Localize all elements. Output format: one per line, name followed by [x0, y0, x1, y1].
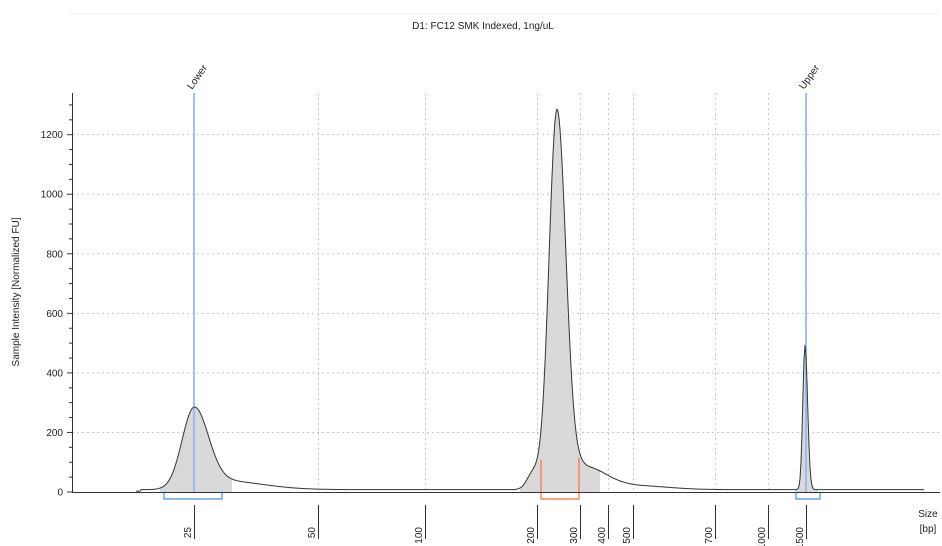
y-tick-label: 1000: [41, 190, 64, 201]
marker-layer: Lower Upper: [185, 63, 822, 492]
axis-layer: 0 200 400 600 800 1000 1200 25 50 100 200 300 400 500…: [41, 93, 940, 546]
y-tick-label: 400: [46, 368, 63, 379]
sample-region: [540, 492, 580, 500]
x-tick-label: 1500: [795, 527, 806, 546]
x-tick-label: 700: [704, 527, 715, 544]
x-tick-label: 200: [526, 527, 537, 544]
y-tick-label: 1200: [41, 130, 64, 141]
x-tick-label: 100: [414, 527, 425, 544]
peak-fill-1: [160, 407, 232, 492]
trace-fill-layer: [160, 109, 818, 493]
upper-marker-region: [795, 492, 821, 500]
y-axis-label: Sample Intensity [Normalized FU]: [11, 217, 22, 366]
x-tick-label: 400: [597, 527, 608, 544]
peak-fill-2: [520, 109, 600, 493]
x-tick-label: 1000: [757, 527, 768, 546]
marker-label-upper: Upper: [797, 63, 822, 92]
x-tick-label: 50: [307, 527, 318, 539]
x-axis-label-unit: [bp]: [920, 524, 937, 535]
trace-curve: [136, 107, 924, 492]
x-tick-label: 300: [569, 527, 580, 544]
lower-marker-region: [163, 492, 223, 500]
y-tick-label: 800: [46, 249, 63, 260]
trace-curve-layer: [136, 107, 924, 492]
chart-title: D1: FC12 SMK Indexed, 1ng/uL: [412, 21, 554, 32]
x-tick-label: 500: [622, 527, 633, 544]
marker-label-lower: Lower: [185, 63, 210, 92]
y-tick-label: 600: [46, 309, 63, 320]
y-tick-label: 200: [46, 428, 63, 439]
y-tick-label: 0: [57, 488, 63, 499]
x-axis-label-size: Size: [918, 509, 938, 520]
x-tick-label: 25: [183, 527, 194, 539]
region-layer: [163, 458, 821, 500]
